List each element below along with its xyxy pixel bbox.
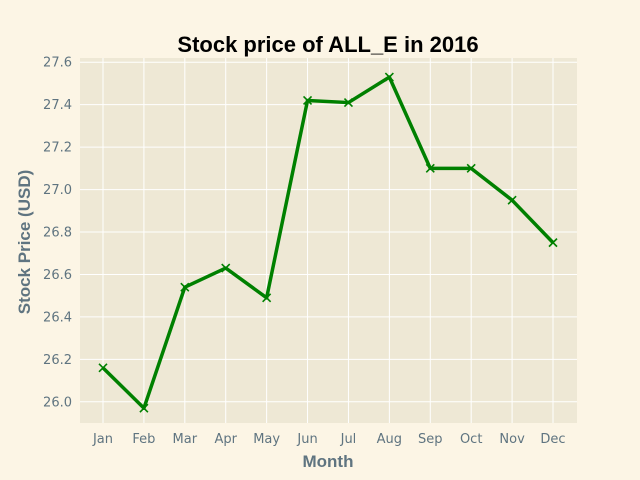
x-tick-label: Dec [540, 432, 565, 447]
y-tick-label: 27.2 [43, 141, 72, 156]
data-point-marker [343, 97, 354, 108]
data-point-marker [98, 363, 108, 373]
plot-area [80, 58, 577, 423]
price-line [101, 75, 555, 410]
y-tick-label: 26.0 [43, 395, 72, 410]
y-tick-label: 27.6 [43, 56, 72, 71]
y-tick-label: 26.2 [43, 353, 72, 368]
x-tick-label: Aug [377, 432, 402, 447]
x-tick-label: Jun [296, 432, 317, 447]
chart-title: Stock price of ALL_E in 2016 [177, 32, 478, 57]
x-tick-label: Nov [499, 432, 525, 447]
grid-lines [80, 58, 577, 423]
data-point-marker [466, 163, 476, 173]
data-point-marker [548, 238, 558, 248]
x-tick-label: Jul [340, 432, 357, 447]
x-tick-label: May [253, 432, 280, 447]
x-tick-label: Oct [460, 432, 482, 447]
data-point-markers [98, 72, 558, 413]
y-tick-label: 27.4 [43, 98, 72, 113]
data-point-marker [302, 95, 313, 106]
x-tick-label: Mar [173, 432, 198, 447]
y-tick-label: 26.8 [43, 226, 72, 241]
x-axis-label: Month [303, 452, 354, 471]
x-tick-label: Sep [418, 432, 443, 447]
data-point-marker [507, 195, 517, 205]
data-point-marker [384, 72, 394, 82]
data-point-marker [221, 263, 231, 273]
x-tick-labels: Jan Feb Mar Apr May Jun Jul Aug Sep Oct Nov Dec [92, 432, 566, 447]
x-tick-label: Feb [132, 432, 155, 447]
y-tick-label: 26.4 [43, 310, 72, 325]
y-tick-label: 26.6 [43, 268, 72, 283]
x-tick-label: Apr [214, 432, 237, 447]
data-point-marker [425, 163, 435, 173]
x-tick-label: Jan [92, 432, 113, 447]
data-point-marker [262, 293, 272, 303]
data-point-marker [139, 403, 149, 413]
y-axis-label: Stock Price (USD) [15, 170, 34, 315]
data-point-marker [180, 282, 190, 292]
y-tick-label: 27.0 [43, 183, 72, 198]
y-tick-labels: 26.0 26.2 26.4 26.6 26.8 27.0 27.2 27.4 27.6 [43, 56, 72, 411]
